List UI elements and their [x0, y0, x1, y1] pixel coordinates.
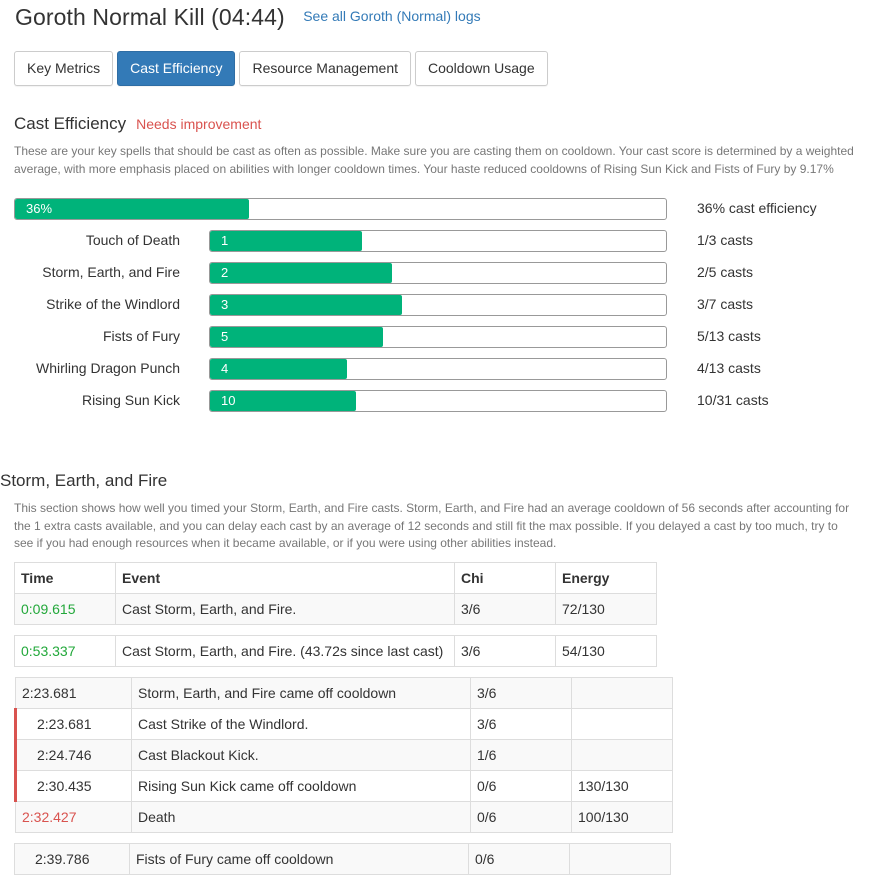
overall-efficiency-bar: 36%	[14, 198, 667, 220]
row-chi: 1/6	[470, 739, 572, 771]
cast-efficiency-heading: Cast Efficiency Needs improvement	[14, 114, 261, 134]
row-time: 2:23.681	[14, 708, 132, 740]
row-time: 2:39.786	[14, 843, 130, 875]
row-event: Cast Strike of the Windlord.	[131, 708, 471, 740]
table-row: 2:23.681 Storm, Earth, and Fire came off…	[15, 677, 673, 709]
row-energy: 100/130	[571, 801, 673, 833]
row-time: 2:24.746	[14, 739, 132, 771]
column-header-energy: Energy	[555, 562, 657, 594]
tab-cooldown-usage[interactable]: Cooldown Usage	[415, 51, 548, 86]
column-header-event: Event	[115, 562, 455, 594]
row-time: 2:32.427	[15, 801, 132, 833]
row-event: Death	[131, 801, 471, 833]
tab-key-metrics[interactable]: Key Metrics	[14, 51, 114, 86]
column-header-time: Time	[14, 562, 116, 594]
spell-bar: 2	[209, 262, 667, 284]
spell-bar-fill: 4	[210, 359, 347, 379]
spell-bar: 4	[209, 358, 667, 380]
cast-efficiency-title: Cast Efficiency	[14, 114, 127, 133]
sef-table-group-3: 2:23.681 Storm, Earth, and Fire came off…	[14, 677, 673, 833]
spell-bar-fill: 1	[210, 231, 362, 251]
row-chi: 0/6	[470, 801, 572, 833]
sef-table-group-1: Time Event Chi Energy 0:09.615 Cast Stor…	[14, 562, 657, 625]
row-chi: 3/6	[454, 593, 556, 625]
table-header-row: Time Event Chi Energy	[14, 562, 657, 594]
spell-bar: 1	[209, 230, 667, 252]
row-event: Storm, Earth, and Fire came off cooldown	[131, 677, 471, 709]
row-chi: 3/6	[470, 677, 572, 709]
spell-name: Fists of Fury	[102, 328, 180, 344]
table-row: 2:39.786 Fists of Fury came off cooldown…	[14, 843, 671, 875]
sef-heading: Storm, Earth, and Fire	[0, 471, 168, 490]
spell-bar: 5	[209, 326, 667, 348]
spell-casts: 1/3 casts	[697, 232, 754, 248]
row-event: Fists of Fury came off cooldown	[129, 843, 469, 875]
row-chi: 3/6	[454, 635, 556, 667]
table-row: 2:23.681 Cast Strike of the Windlord. 3/…	[14, 708, 673, 740]
page-header: Goroth Normal Kill (04:44) See all Gorot…	[15, 4, 481, 34]
row-energy: 54/130	[555, 635, 657, 667]
spell-name: Rising Sun Kick	[81, 392, 180, 408]
cast-efficiency-status: Needs improvement	[136, 116, 262, 132]
row-event: Cast Storm, Earth, and Fire. (43.72s sin…	[115, 635, 455, 667]
row-chi: 3/6	[470, 708, 572, 740]
spell-casts: 10/31 casts	[697, 392, 769, 408]
overall-efficiency-fill: 36%	[15, 199, 250, 219]
spell-casts: 3/7 casts	[697, 296, 754, 312]
row-chi: 0/6	[470, 770, 572, 802]
table-row: 0:53.337 Cast Storm, Earth, and Fire. (4…	[14, 635, 657, 667]
page-title: Goroth Normal Kill (04:44)	[15, 4, 285, 30]
spell-bar: 3	[209, 294, 667, 316]
row-energy	[571, 708, 673, 740]
spell-bar-fill: 2	[210, 263, 393, 283]
sef-table-group-2: 0:53.337 Cast Storm, Earth, and Fire. (4…	[14, 635, 657, 667]
table-row: 2:30.435 Rising Sun Kick came off cooldo…	[14, 770, 673, 802]
see-all-logs-link[interactable]: See all Goroth (Normal) logs	[303, 8, 481, 24]
spell-casts: 2/5 casts	[697, 264, 754, 280]
spell-name: Whirling Dragon Punch	[36, 360, 180, 376]
spell-casts: 4/13 casts	[697, 360, 761, 376]
row-chi: 0/6	[468, 843, 570, 875]
spell-bar-fill: 3	[210, 295, 402, 315]
row-event: Cast Blackout Kick.	[131, 739, 471, 771]
table-row: 2:32.427 Death 0/6 100/130	[15, 801, 673, 833]
row-energy	[569, 843, 671, 875]
row-event: Cast Storm, Earth, and Fire.	[115, 593, 455, 625]
cast-efficiency-description: These are your key spells that should be…	[14, 144, 854, 176]
spell-bar-fill: 10	[210, 391, 356, 411]
row-time: 2:30.435	[14, 770, 132, 802]
table-row: 2:24.746 Cast Blackout Kick. 1/6	[14, 739, 673, 771]
sef-table-group-4: 2:39.786 Fists of Fury came off cooldown…	[14, 843, 671, 875]
overall-efficiency-value: 36% cast efficiency	[697, 200, 817, 216]
spell-name: Touch of Death	[85, 232, 180, 248]
tab-cast-efficiency[interactable]: Cast Efficiency	[117, 51, 236, 86]
spell-casts: 5/13 casts	[697, 328, 761, 344]
sef-description: This section shows how well you timed yo…	[14, 501, 850, 550]
row-event: Rising Sun Kick came off cooldown	[131, 770, 471, 802]
spell-name: Strike of the Windlord	[46, 296, 180, 312]
row-energy	[571, 739, 673, 771]
tab-resource-management[interactable]: Resource Management	[239, 51, 411, 86]
row-time: 0:53.337	[14, 635, 116, 667]
spell-bar-fill: 5	[210, 327, 384, 347]
row-time: 2:23.681	[15, 677, 132, 709]
tab-bar: Key Metrics Cast Efficiency Resource Man…	[14, 51, 548, 86]
row-time: 0:09.615	[14, 593, 116, 625]
spell-name: Storm, Earth, and Fire	[42, 264, 180, 280]
spell-bar: 10	[209, 390, 667, 412]
row-energy	[571, 677, 673, 709]
row-energy: 130/130	[571, 770, 673, 802]
table-row: 0:09.615 Cast Storm, Earth, and Fire. 3/…	[14, 593, 657, 625]
row-energy: 72/130	[555, 593, 657, 625]
column-header-chi: Chi	[454, 562, 556, 594]
